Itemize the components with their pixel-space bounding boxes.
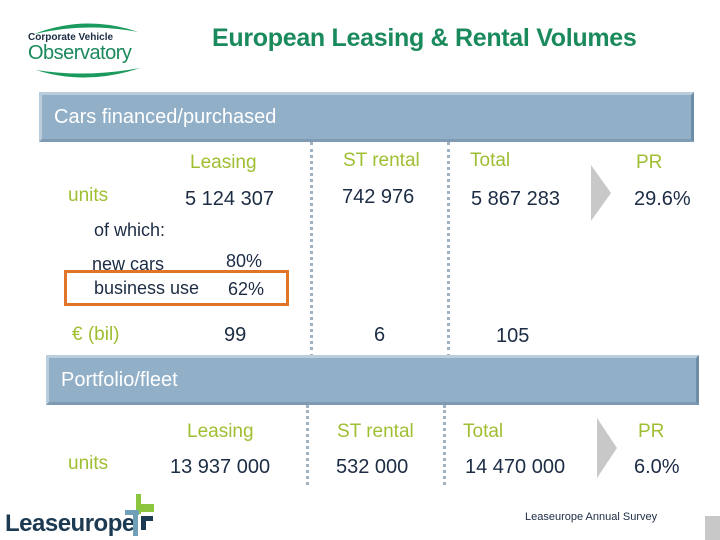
- column-divider: [443, 405, 446, 485]
- column-header-leasing: Leasing: [190, 152, 257, 173]
- business-use-label: business use: [94, 278, 200, 298]
- column-header-pr: PR: [638, 421, 665, 442]
- row-label-units: units: [68, 185, 109, 206]
- units-leasing: 5 124 307: [185, 188, 274, 210]
- units-total: 5 867 283: [471, 188, 560, 210]
- units-pr: 29.6%: [634, 188, 691, 210]
- page-title: European Leasing & Rental Volumes: [212, 24, 637, 52]
- business-use-value: 62%: [228, 279, 265, 299]
- column-header-total: Total: [463, 421, 504, 442]
- section-header-label: Cars financed/purchased: [54, 105, 277, 128]
- eur-total: 105: [496, 325, 530, 347]
- leaseurope-logo-text: Leaseurope: [5, 510, 135, 537]
- portfolio-units-pr: 6.0%: [634, 456, 680, 478]
- arrow-right-icon: [597, 418, 617, 478]
- portfolio-units-total: 14 470 000: [465, 456, 566, 478]
- column-header-pr: PR: [636, 152, 663, 173]
- portfolio-units-st-rental: 532 000: [336, 456, 409, 478]
- of-which-label: of which:: [94, 220, 166, 240]
- column-divider: [447, 142, 450, 357]
- leaseurope-cross-icon: [125, 494, 154, 536]
- logo-swoosh-icon: [34, 23, 140, 78]
- footer-credit: Leaseurope Annual Survey: [525, 511, 658, 523]
- corporate-vehicle-observatory-logo: Corporate Vehicle Observatory: [26, 20, 146, 80]
- column-divider: [306, 405, 309, 485]
- column-divider: [310, 142, 313, 357]
- row-label-units: units: [68, 453, 109, 474]
- arrow-right-icon: [591, 165, 611, 221]
- business-use-highlight: [64, 270, 289, 306]
- column-header-total: Total: [470, 150, 511, 171]
- section-header-cars: Cars financed/purchased: [39, 92, 694, 142]
- column-header-st-rental: ST rental: [337, 421, 414, 442]
- column-header-st-rental: ST rental: [343, 150, 420, 171]
- new-cars-label: new cars: [92, 254, 165, 274]
- portfolio-units-leasing: 13 937 000: [170, 456, 271, 478]
- new-cars-value: 80%: [226, 251, 263, 271]
- eur-leasing: 99: [224, 324, 247, 346]
- logo-line1: Corporate Vehicle: [28, 32, 114, 43]
- row-label-eur: € (bil): [72, 324, 120, 345]
- section-header-label: Portfolio/fleet: [61, 368, 178, 391]
- column-header-leasing: Leasing: [187, 421, 254, 442]
- corner-block: [705, 516, 720, 540]
- units-st-rental: 742 976: [342, 186, 415, 208]
- leaseurope-logo: Leaseurope: [5, 494, 165, 540]
- logo-line2: Observatory: [28, 42, 132, 64]
- eur-st-rental: 6: [374, 324, 386, 346]
- section-header-portfolio: Portfolio/fleet: [46, 355, 699, 405]
